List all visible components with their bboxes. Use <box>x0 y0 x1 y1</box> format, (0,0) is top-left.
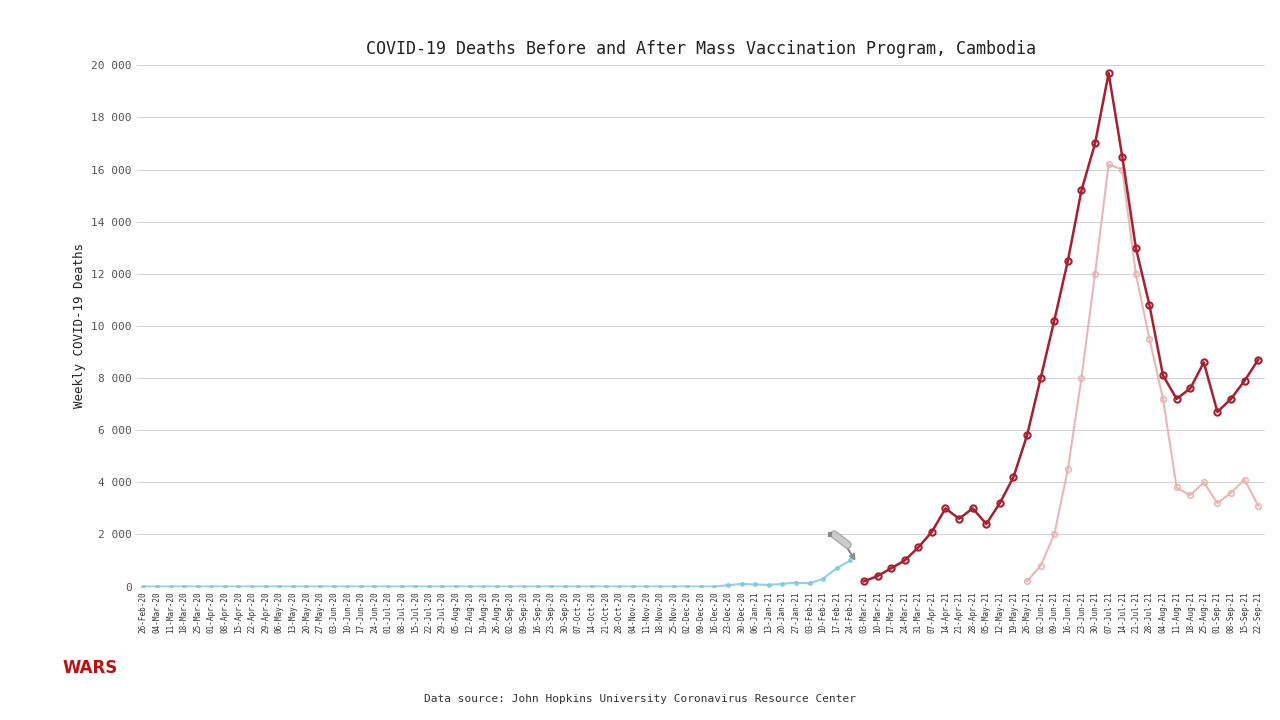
Text: INFOWARS.COM: INFOWARS.COM <box>1093 31 1256 49</box>
Text: Data source: John Hopkins University Coronavirus Resource Center: Data source: John Hopkins University Cor… <box>424 694 856 704</box>
Title: COVID-19 Deaths Before and After Mass Vaccination Program, Cambodia: COVID-19 Deaths Before and After Mass Va… <box>366 40 1036 58</box>
Y-axis label: Weekly COVID-19 Deaths: Weekly COVID-19 Deaths <box>73 243 86 408</box>
Text: .COM: .COM <box>77 688 104 698</box>
Text: INFO: INFO <box>68 631 113 649</box>
Text: WARS: WARS <box>63 659 118 677</box>
